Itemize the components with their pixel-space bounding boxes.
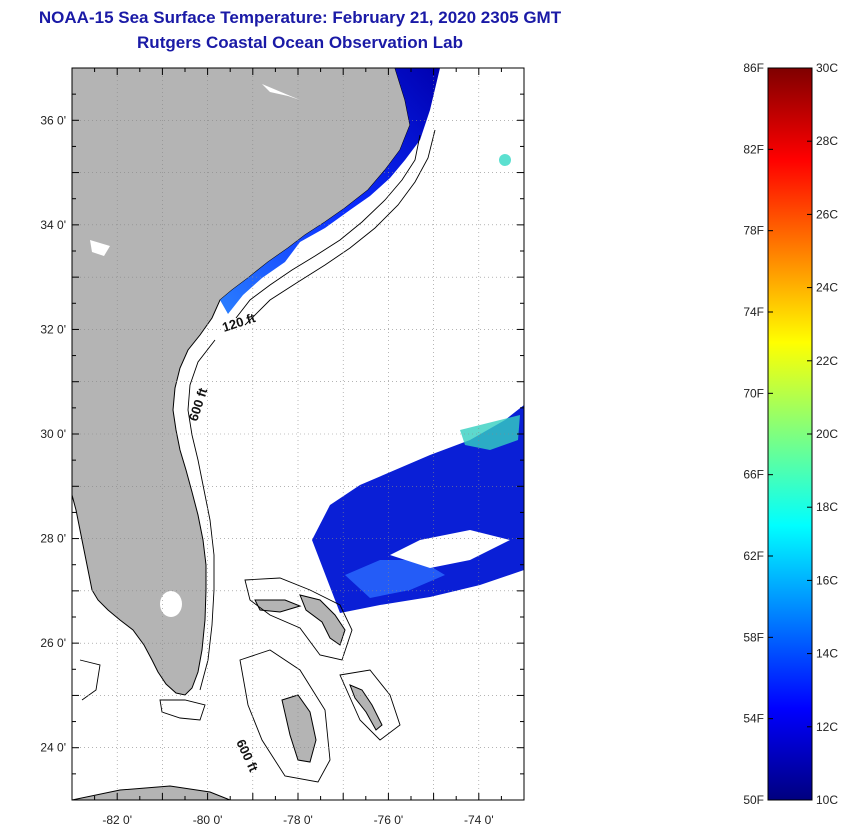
- colorbar-f-label: 86F: [743, 61, 764, 75]
- colorbar-f-label: 62F: [743, 549, 764, 563]
- bathymetry-contours: [79, 129, 436, 783]
- colorbar-c-label: 28C: [816, 134, 838, 148]
- map-subtitle: Rutgers Coastal Ocean Observation Lab: [137, 33, 463, 52]
- colorbar-f-label: 50F: [743, 793, 764, 807]
- colorbar-c-label: 26C: [816, 207, 838, 221]
- colorbar-c-label: 30C: [816, 61, 838, 75]
- colorbar-c-label: 18C: [816, 500, 838, 514]
- cloud-gap: [390, 530, 510, 568]
- colorbar-f-label: 78F: [743, 224, 764, 238]
- inland-lake: [90, 240, 110, 256]
- axis-ticks: -82 0' -80 0' -78 0' -76 0' -74 0' 36 0' 34 0'…: [40, 67, 525, 827]
- bahamas-eleuthera: [349, 684, 383, 731]
- colorbar-f-label: 58F: [743, 630, 764, 644]
- contour-600ft: [187, 129, 436, 691]
- colorbar: 86F 82F 78F 74F 70F 66F 62F 58F 54F 50F 30C 28C 26C 2…: [743, 61, 838, 807]
- lat-tick-label: 28 0': [40, 532, 66, 546]
- bahamas-andros: [281, 694, 317, 763]
- colorbar-gradient: [767, 67, 813, 801]
- colorbar-f-label: 70F: [743, 386, 764, 400]
- map-title: NOAA-15 Sea Surface Temperature: Februar…: [38, 8, 562, 27]
- colorbar-f-label: 82F: [743, 142, 764, 156]
- lake-okeechobee: [160, 591, 182, 617]
- lat-tick-label: 36 0': [40, 113, 66, 127]
- lon-tick-label: -78 0': [283, 813, 313, 827]
- sst-patch-2: [460, 415, 520, 450]
- map-content: 120 ft 600 ft 600 ft: [72, 68, 524, 800]
- colorbar-c-label: 12C: [816, 720, 838, 734]
- chesapeake-sound: [262, 84, 300, 100]
- colorbar-c-label: 22C: [816, 354, 838, 368]
- lon-tick-label: -82 0': [102, 813, 132, 827]
- graticule: [72, 68, 524, 800]
- colorbar-c-label: 14C: [816, 647, 838, 661]
- lon-tick-label: -76 0': [374, 813, 404, 827]
- contour-120ft: [235, 134, 421, 319]
- colorbar-c-label: 24C: [816, 281, 838, 295]
- bahamas-abaco: [299, 594, 346, 646]
- lat-tick-label: 30 0': [40, 427, 66, 441]
- lat-tick-label: 32 0': [40, 322, 66, 336]
- lon-tick-label: -80 0': [193, 813, 223, 827]
- contour-bahamas: [239, 577, 401, 783]
- lat-tick-label: 34 0': [40, 218, 66, 232]
- sst-patch-1: [345, 560, 445, 598]
- lat-tick-label: 24 0': [40, 741, 66, 755]
- bahamas-grand-bahama: [254, 599, 302, 613]
- colorbar-f-label: 54F: [743, 712, 764, 726]
- colorbar-f-label: 66F: [743, 468, 764, 482]
- colorbar-labels: 86F 82F 78F 74F 70F 66F 62F 58F 54F 50F 30C 28C 26C 2…: [743, 61, 838, 807]
- colorbar-c-label: 20C: [816, 427, 838, 441]
- coastal-sst-swath: [220, 68, 440, 314]
- sst-speck: [499, 154, 511, 166]
- cuba-land: [72, 785, 231, 800]
- offshore-sst-swath: [312, 405, 524, 613]
- contour-florida-keys: [79, 659, 206, 721]
- lat-tick-label: 26 0': [40, 636, 66, 650]
- lon-tick-label: -74 0': [464, 813, 494, 827]
- colorbar-f-label: 74F: [743, 305, 764, 319]
- colorbar-c-label: 10C: [816, 793, 838, 807]
- colorbar-c-label: 16C: [816, 573, 838, 587]
